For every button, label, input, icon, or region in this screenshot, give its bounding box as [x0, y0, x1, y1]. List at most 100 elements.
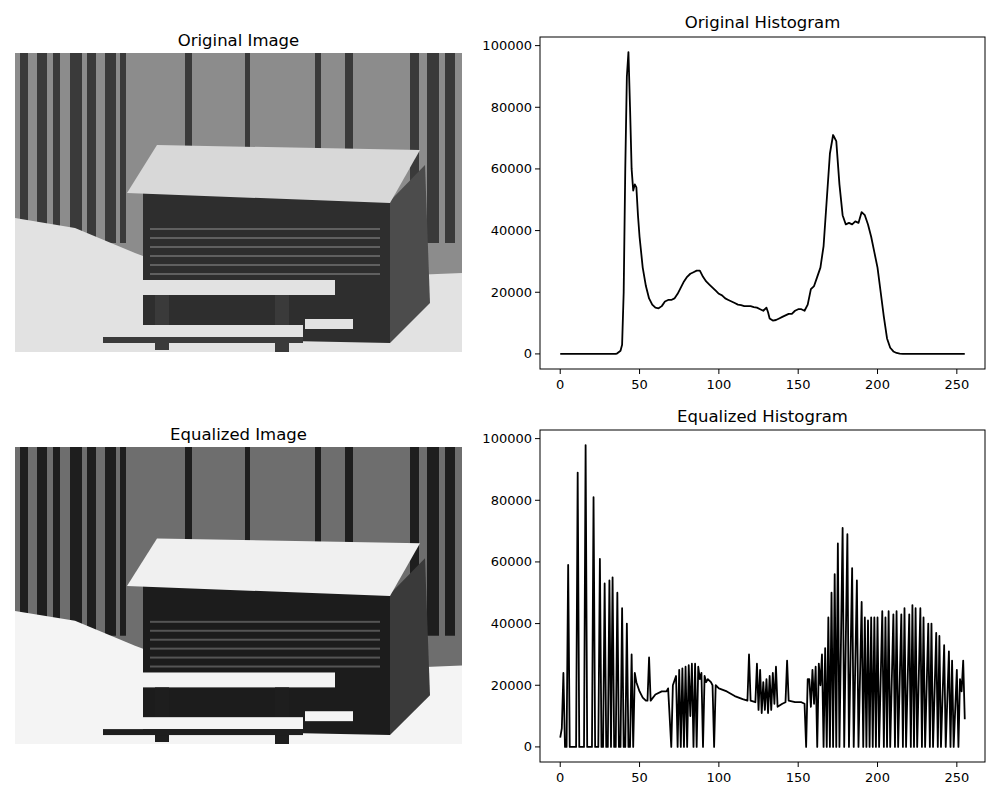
photo-shed	[143, 193, 390, 343]
plot-area	[560, 445, 965, 747]
y-tick	[535, 746, 540, 747]
y-tick	[535, 685, 540, 686]
y-tick	[535, 561, 540, 562]
photo-tree	[427, 53, 439, 243]
chart-title: Equalized Image	[170, 425, 307, 444]
y-tick-label: 0	[524, 739, 532, 754]
photo-plank	[150, 657, 380, 659]
x-tick-label: 150	[786, 770, 811, 785]
x-tick	[956, 762, 957, 767]
photo-plank	[150, 246, 380, 248]
x-tick-label: 250	[944, 377, 969, 392]
photo-tree	[53, 53, 60, 243]
photo-tree	[105, 447, 116, 636]
photo-tree	[445, 447, 455, 636]
photo-tree	[37, 447, 47, 636]
x-tick-label: 200	[865, 377, 890, 392]
photo	[15, 447, 462, 744]
photo-bench	[103, 325, 303, 337]
x-tick-label: 50	[631, 770, 648, 785]
y-tick-label: 80000	[491, 493, 532, 508]
x-tick-label: 150	[786, 377, 811, 392]
photo-tree	[70, 53, 82, 243]
background	[0, 0, 1000, 800]
y-tick-label: 20000	[491, 678, 532, 693]
y-tick	[535, 623, 540, 624]
photo-plank	[150, 273, 380, 275]
x-tick	[639, 762, 640, 767]
photo-scene	[15, 447, 462, 744]
photo-scene	[15, 53, 462, 352]
plot-frame	[540, 37, 985, 369]
photo-tree	[427, 447, 439, 636]
y-tick	[535, 500, 540, 501]
axes: 0501001502002500200004000060000800001000…	[482, 37, 985, 392]
y-tick	[535, 438, 540, 439]
y-tick-label: 0	[524, 346, 532, 361]
plot-area	[560, 52, 965, 354]
y-tick	[535, 353, 540, 354]
photo-bench	[103, 717, 303, 729]
x-tick-label: 100	[706, 770, 731, 785]
photo-tree	[120, 447, 126, 636]
plot-frame	[540, 430, 985, 762]
x-tick	[877, 762, 878, 767]
photo-tree	[87, 53, 96, 243]
photo-tree	[37, 53, 47, 243]
photo-leg	[275, 295, 289, 352]
photo-tree	[70, 447, 82, 636]
y-tick	[535, 292, 540, 293]
y-tick-label: 100000	[482, 38, 532, 53]
photo-leg	[275, 687, 289, 744]
photo-plank	[150, 648, 380, 650]
photo-plank	[150, 630, 380, 632]
photo-plank	[150, 237, 380, 239]
photo-bench	[305, 319, 353, 329]
x-tick	[798, 762, 799, 767]
photo-table	[135, 672, 335, 687]
y-tick-label: 20000	[491, 285, 532, 300]
photo-roof	[127, 145, 420, 203]
x-tick-label: 200	[865, 770, 890, 785]
histogram-line	[560, 52, 965, 354]
y-tick-label: 60000	[491, 554, 532, 569]
photo-plank	[150, 255, 380, 257]
x-tick-label: 250	[944, 770, 969, 785]
x-tick	[718, 369, 719, 374]
axes: 0501001502002500200004000060000800001000…	[482, 430, 985, 785]
chart-title: Original Image	[178, 31, 300, 50]
y-tick-label: 80000	[491, 100, 532, 115]
photo-plank	[150, 621, 380, 623]
photo-tree	[87, 447, 96, 636]
x-tick	[798, 369, 799, 374]
chart-title: Equalized Histogram	[677, 407, 848, 426]
y-tick	[535, 230, 540, 231]
y-tick-label: 100000	[482, 431, 532, 446]
photo-plank	[150, 666, 380, 668]
photo-tree	[20, 447, 28, 636]
y-tick	[535, 45, 540, 46]
photo-roof	[127, 538, 420, 596]
photo	[15, 53, 462, 352]
photo-plank	[150, 639, 380, 641]
x-tick	[560, 762, 561, 767]
photo-forest	[15, 447, 462, 744]
x-tick-label: 50	[631, 377, 648, 392]
chart-title: Original Histogram	[685, 13, 840, 32]
photo-tree	[120, 53, 126, 243]
photo-forest	[15, 53, 462, 352]
x-tick-label: 100	[706, 377, 731, 392]
x-tick	[560, 369, 561, 374]
figure: Original Image Original Histogram 0 50 100 15…	[0, 0, 1000, 800]
y-tick-label: 40000	[491, 223, 532, 238]
y-tick	[535, 107, 540, 108]
photo-tree	[445, 53, 455, 243]
photo-bench-edge	[103, 729, 303, 735]
photo-tree	[20, 53, 28, 243]
photo-bench-edge	[103, 337, 303, 343]
photo-bench	[305, 711, 353, 721]
histogram-line	[560, 445, 965, 747]
x-tick	[718, 762, 719, 767]
photo-tree	[53, 447, 60, 636]
y-tick-label: 40000	[491, 616, 532, 631]
